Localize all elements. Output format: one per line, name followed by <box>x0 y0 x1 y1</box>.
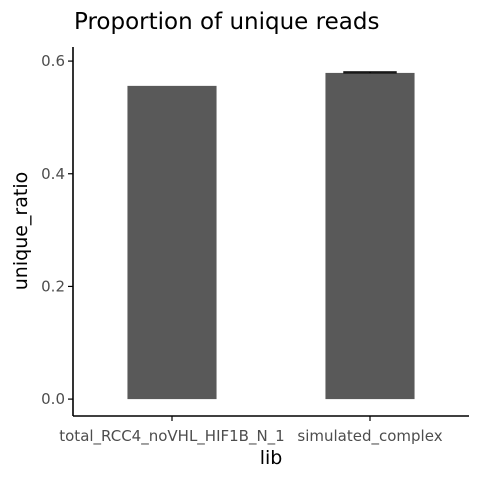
x-tick-label: simulated_complex <box>297 427 442 446</box>
bar <box>127 85 217 400</box>
chart-title: Proportion of unique reads <box>74 9 379 35</box>
y-tick-label: 0.6 <box>41 52 65 70</box>
y-tick-label: 0.0 <box>41 390 65 408</box>
y-axis-title: unique_ratio <box>10 172 32 290</box>
x-axis-title: lib <box>260 447 283 469</box>
bar <box>325 72 415 400</box>
y-tick-label: 0.2 <box>41 277 65 295</box>
plot-area <box>127 71 415 400</box>
x-tick-label: total_RCC4_noVHL_HIF1B_N_1 <box>59 427 284 446</box>
y-tick-label: 0.4 <box>41 165 65 183</box>
